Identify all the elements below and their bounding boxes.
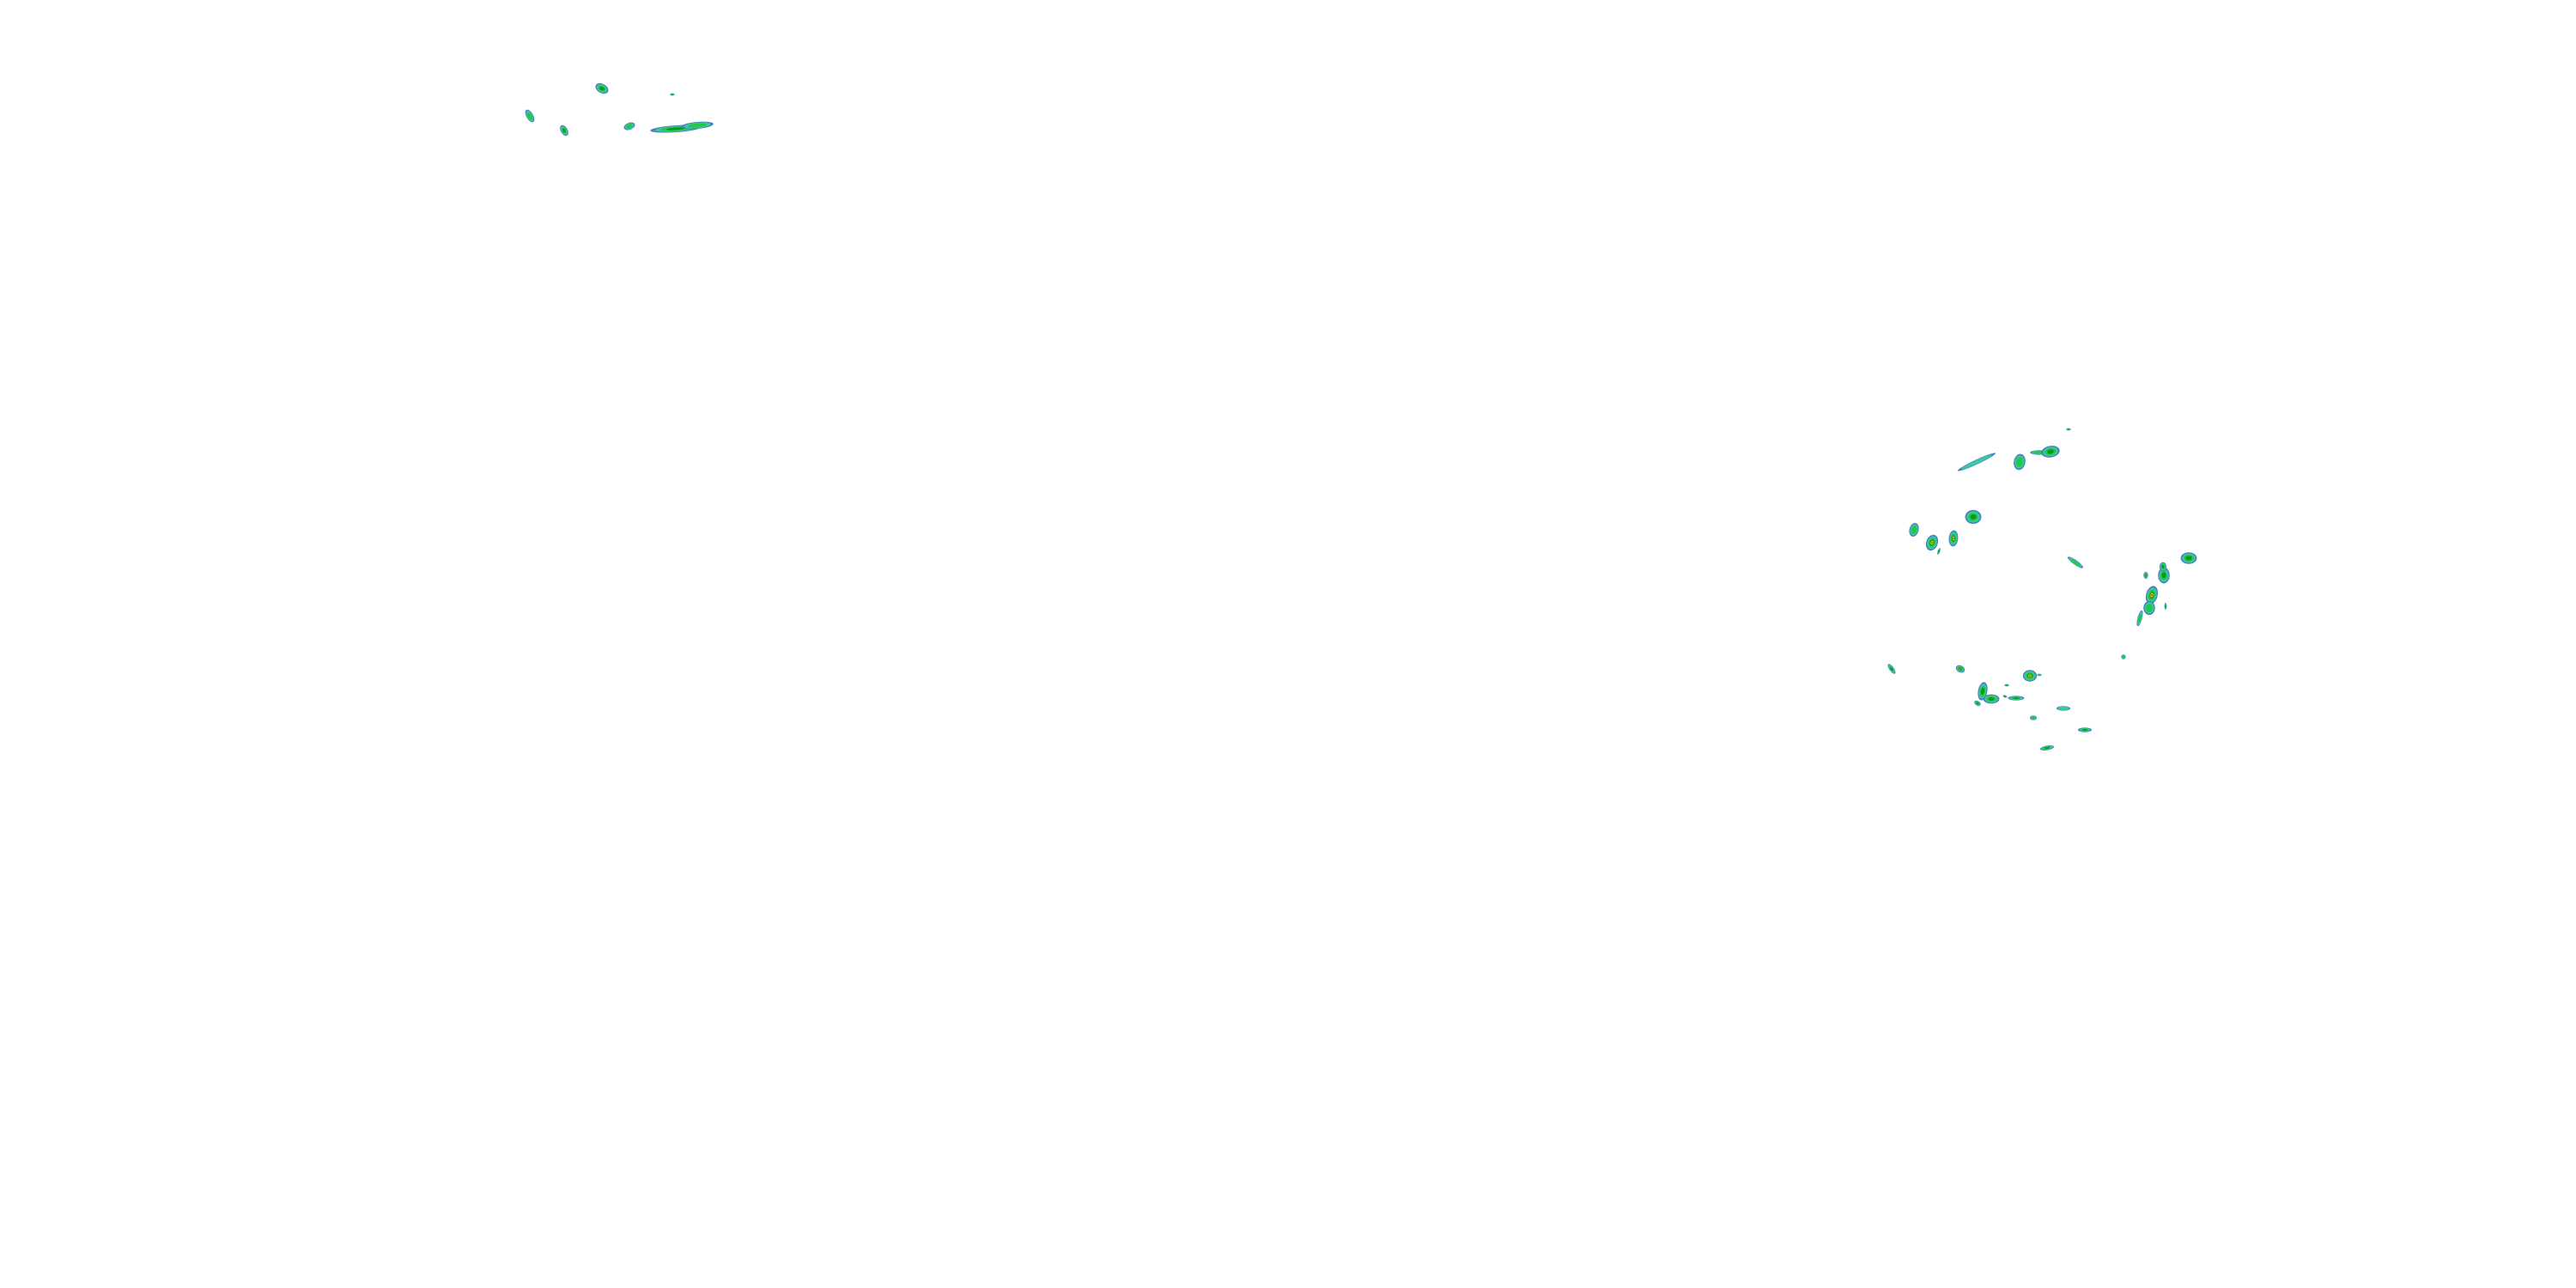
reflectivity-contour-extreme — [1931, 541, 1933, 544]
radar-echo-cell — [2180, 552, 2197, 564]
reflectivity-contour-moderate-heavy — [599, 86, 605, 91]
reflectivity-contour-moderate-heavy — [2161, 572, 2166, 579]
reflectivity-contour-extreme — [2029, 675, 2031, 677]
radar-echo-cell — [650, 125, 702, 133]
reflectivity-contour-moderate — [2031, 716, 2036, 720]
radar-echo-cell — [1937, 548, 1941, 555]
reflectivity-contour-moderate-heavy — [1938, 550, 1940, 553]
radar-echo-cell — [2040, 744, 2054, 751]
reflectivity-contour-moderate-heavy — [2165, 605, 2166, 608]
radar-echo-cell — [1974, 700, 1981, 707]
radar-echo-cell — [2002, 695, 2008, 698]
reflectivity-contour-moderate-heavy — [2161, 565, 2165, 568]
reflectivity-contour-moderate-heavy — [1970, 514, 1977, 519]
reflectivity-contour-moderate-heavy — [666, 127, 685, 131]
reflectivity-contour-moderate — [2038, 674, 2041, 676]
radar-echo-cell — [2037, 673, 2042, 677]
reflectivity-contour-moderate — [2070, 559, 2081, 566]
reflectivity-contour-moderate — [1911, 526, 1917, 534]
reflectivity-contour-moderate — [2137, 613, 2142, 623]
radar-echo-cell — [670, 93, 675, 96]
reflectivity-contour-moderate — [2122, 655, 2125, 659]
radar-echo-cell — [1925, 534, 1939, 551]
reflectivity-contour-moderate-heavy — [1980, 688, 1985, 695]
radar-echo-cell — [1909, 523, 1919, 537]
radar-echo-cell — [681, 121, 714, 130]
radar-echo-cell — [2145, 586, 2159, 605]
reflectivity-contour-moderate-heavy — [1890, 666, 1893, 671]
reflectivity-contour-moderate-heavy — [671, 94, 673, 95]
radar-echo-cell — [1957, 453, 1996, 471]
reflectivity-contour-moderate — [687, 123, 708, 128]
radar-echo-cell — [2022, 670, 2038, 682]
reflectivity-contour-moderate-heavy — [2185, 556, 2192, 561]
radar-echo-cell — [2143, 600, 2155, 616]
reflectivity-contour-moderate-heavy — [1976, 702, 1979, 705]
reflectivity-contour-moderate-heavy — [2044, 746, 2050, 750]
reflectivity-contour-extreme — [2145, 574, 2147, 576]
reflectivity-contour-moderate — [626, 124, 633, 129]
radar-echo-cell — [2143, 571, 2148, 580]
reflectivity-contour-moderate-heavy — [2068, 428, 2069, 430]
radar-echo-cell — [623, 122, 635, 131]
radar-echo-cell — [2159, 562, 2167, 572]
reflectivity-contour-moderate-heavy — [1988, 697, 1995, 701]
radar-echo-cell — [1887, 664, 1896, 674]
radar-echo-cell — [525, 109, 535, 123]
radar-echo-cell — [2077, 727, 2093, 732]
radar-echo-cell — [595, 82, 609, 94]
radar-echo-cell — [2066, 428, 2071, 431]
reflectivity-contour-moderate-heavy — [2006, 684, 2008, 686]
radar-echo-cell — [2158, 567, 2170, 584]
radar-echo-cell — [2056, 706, 2071, 711]
radar-echo-cell — [1948, 530, 1959, 547]
reflectivity-contour-moderate-heavy — [2013, 697, 2020, 699]
radar-echo-cell — [560, 125, 568, 137]
reflectivity-contour-moderate — [2146, 604, 2153, 612]
reflectivity-contour-moderate-heavy — [562, 128, 566, 133]
radar-echo-cell — [2014, 453, 2026, 471]
radar-echo-cell — [2121, 654, 2126, 659]
reflectivity-contour-moderate — [526, 112, 533, 120]
radar-echo-cell — [2004, 683, 2009, 687]
radar-echo-cell — [2164, 602, 2167, 611]
reflectivity-contour-extreme — [2151, 593, 2153, 597]
radar-echo-cell — [1965, 509, 1982, 525]
reflectivity-contour-moderate-heavy — [2004, 696, 2006, 697]
radar-echo-cell — [1955, 665, 1965, 673]
radar-echo-cell — [2008, 696, 2025, 701]
reflectivity-contour-extreme — [1953, 537, 1954, 540]
reflectivity-contour-moderate-heavy — [2047, 449, 2054, 454]
radar-echo-cell — [1978, 682, 1988, 701]
radar-echo-cell — [2136, 610, 2143, 627]
radar-echo-cell — [2068, 556, 2083, 568]
radar-echo-cell — [2029, 715, 2038, 720]
radar-echo-cell — [2041, 446, 2060, 458]
radar-echo-cell — [1983, 694, 2000, 704]
reflectivity-contour-moderate — [2015, 457, 2024, 467]
reflectivity-contour-light-moderate — [2057, 706, 2069, 711]
reflectivity-contour-extreme — [1959, 668, 1961, 670]
reflectivity-contour-light-moderate — [1961, 454, 1992, 470]
reflectivity-contour-moderate-heavy — [2082, 729, 2087, 731]
